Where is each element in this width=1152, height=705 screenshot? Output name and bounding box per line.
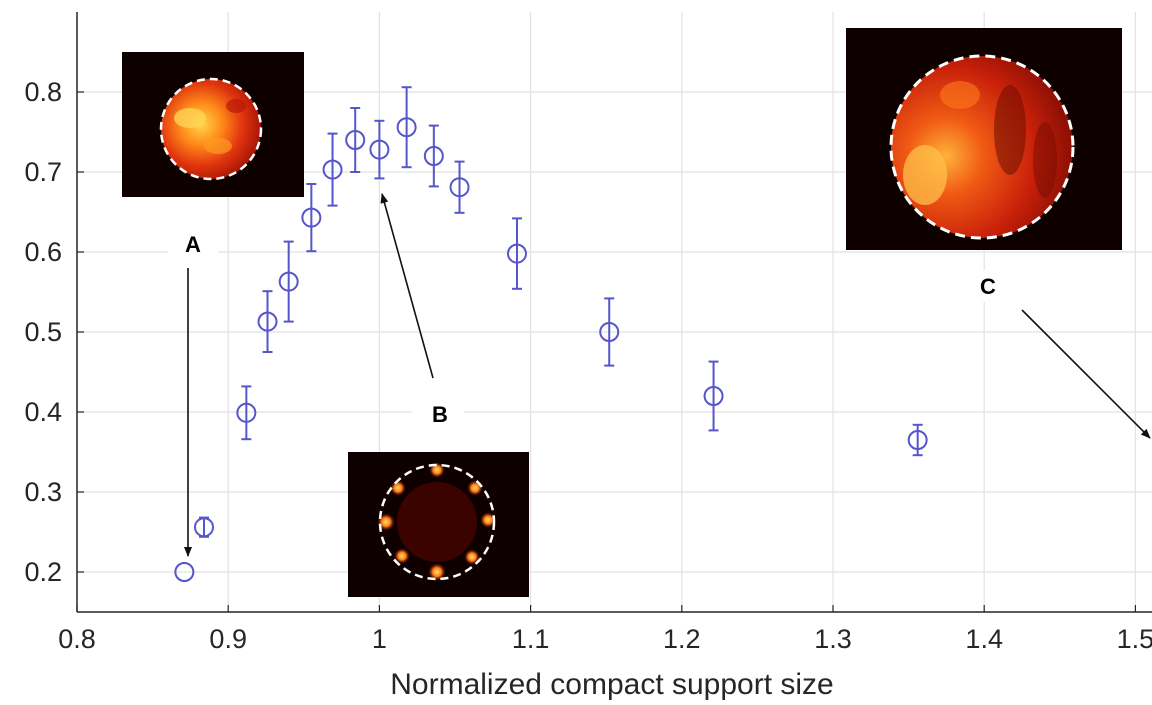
y-tick-label: 0.3: [24, 477, 62, 507]
data-point: [703, 360, 724, 432]
data-point: [345, 107, 366, 173]
x-tick-label: 0.8: [58, 624, 96, 654]
data-point: [278, 240, 299, 323]
y-tick-label: 0.4: [24, 397, 62, 427]
axis-labels: 0.8 0.9 1 1.1 1.2 1.3 1.4 1.5 0.2 0.3 0.4 0.5 0.6 0.7…: [24, 77, 1152, 701]
marker-circle: [194, 517, 215, 538]
marker-circle: [278, 271, 299, 292]
y-tick-label: 0.7: [24, 157, 62, 187]
x-tick-label: 1.1: [512, 624, 550, 654]
marker-circle: [257, 311, 278, 332]
marker-circle: [423, 146, 444, 166]
marker-circle: [449, 177, 470, 198]
data-point: [369, 119, 390, 180]
data-point: [257, 290, 278, 353]
data-point: [907, 423, 928, 457]
inset-image-c: [846, 28, 1122, 250]
y-tick-label: 0.6: [24, 237, 62, 267]
annotation-arrow-c: [1021, 309, 1151, 439]
marker-circle: [599, 322, 620, 342]
marker-circle: [396, 117, 417, 138]
x-tick-label: 0.9: [209, 624, 247, 654]
axes: [76, 12, 1152, 613]
annotation-label-c: C: [980, 274, 996, 299]
x-tick-label: 1.3: [814, 624, 852, 654]
data-point: [236, 385, 257, 441]
x-tick-label: 1.5: [1117, 624, 1152, 654]
y-tick-label: 0.5: [24, 317, 62, 347]
data-series: [174, 86, 928, 582]
x-tick-label: 1: [372, 624, 387, 654]
x-tick-label: 1.2: [663, 624, 701, 654]
inset-image-a: [122, 52, 304, 197]
data-point: [599, 297, 620, 367]
annotation-label-a: A: [185, 232, 201, 257]
annotation-label-b: B: [432, 402, 448, 427]
marker-circle: [174, 562, 195, 582]
marker-circle: [369, 139, 390, 160]
x-axis-title: Normalized compact support size: [390, 668, 834, 700]
data-point: [174, 562, 195, 582]
marker-circle: [322, 159, 343, 180]
marker-circle: [301, 207, 322, 228]
annotation-arrow-b: [380, 193, 434, 379]
y-tick-label: 0.8: [24, 77, 62, 107]
marker-circle: [506, 243, 527, 264]
data-point: [301, 183, 322, 253]
inset-image-b: [348, 452, 529, 597]
data-point: [322, 132, 343, 207]
y-tick-label: 0.2: [24, 557, 62, 587]
x-tick-label: 1.4: [965, 624, 1003, 654]
data-point: [449, 160, 470, 214]
marker-circle: [345, 130, 366, 150]
marker-circle: [236, 402, 257, 423]
data-point: [194, 516, 215, 538]
data-point: [423, 124, 444, 188]
marker-circle: [907, 430, 928, 450]
data-point: [396, 86, 417, 169]
data-point: [506, 217, 527, 290]
marker-circle: [703, 386, 724, 406]
